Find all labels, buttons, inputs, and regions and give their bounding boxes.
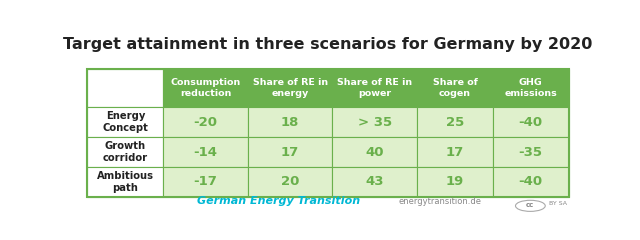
- Text: -35: -35: [518, 145, 543, 159]
- Text: Share of RE in
power: Share of RE in power: [337, 78, 412, 98]
- Text: 18: 18: [281, 116, 300, 129]
- Text: Share of RE in
energy: Share of RE in energy: [253, 78, 328, 98]
- Bar: [493, 167, 568, 197]
- Text: Target attainment in three scenarios for Germany by 2020: Target attainment in three scenarios for…: [63, 37, 593, 52]
- Text: -40: -40: [518, 116, 543, 129]
- Bar: [417, 137, 493, 167]
- Bar: [248, 137, 332, 167]
- Text: 20: 20: [281, 175, 300, 188]
- Bar: [163, 167, 248, 197]
- Bar: [493, 69, 568, 107]
- Bar: [417, 167, 493, 197]
- Text: 40: 40: [365, 145, 384, 159]
- Bar: [493, 137, 568, 167]
- Bar: [248, 167, 332, 197]
- Text: 43: 43: [365, 175, 384, 188]
- Text: -14: -14: [193, 145, 218, 159]
- Bar: [163, 107, 248, 137]
- Bar: [88, 167, 163, 197]
- Bar: [332, 137, 417, 167]
- Bar: [493, 107, 568, 137]
- Text: Consumption
reduction: Consumption reduction: [170, 78, 241, 98]
- Text: Energy
Concept: Energy Concept: [102, 111, 148, 133]
- Text: energytransition.de: energytransition.de: [398, 197, 481, 206]
- Bar: [248, 107, 332, 137]
- Bar: [332, 167, 417, 197]
- Bar: [88, 137, 163, 167]
- Text: -20: -20: [193, 116, 218, 129]
- Text: Growth
corridor: Growth corridor: [103, 141, 148, 163]
- Bar: [163, 137, 248, 167]
- Text: cc: cc: [526, 202, 534, 208]
- Bar: [332, 107, 417, 137]
- Bar: [248, 69, 332, 107]
- Bar: [88, 69, 163, 107]
- Text: Ambitious
path: Ambitious path: [97, 171, 154, 193]
- Text: 17: 17: [446, 145, 464, 159]
- Text: 19: 19: [446, 175, 464, 188]
- Bar: [417, 69, 493, 107]
- Bar: [332, 69, 417, 107]
- Bar: [88, 69, 568, 197]
- Text: -17: -17: [193, 175, 218, 188]
- Text: GHG
emissions: GHG emissions: [504, 78, 557, 98]
- Text: German Energy Transition: German Energy Transition: [197, 196, 360, 206]
- Bar: [163, 69, 248, 107]
- Bar: [417, 107, 493, 137]
- Text: -40: -40: [518, 175, 543, 188]
- Text: BY SA: BY SA: [548, 201, 567, 206]
- Text: 25: 25: [446, 116, 464, 129]
- Bar: [88, 107, 163, 137]
- Text: 17: 17: [281, 145, 300, 159]
- Text: Share of
cogen: Share of cogen: [433, 78, 477, 98]
- Text: > 35: > 35: [358, 116, 392, 129]
